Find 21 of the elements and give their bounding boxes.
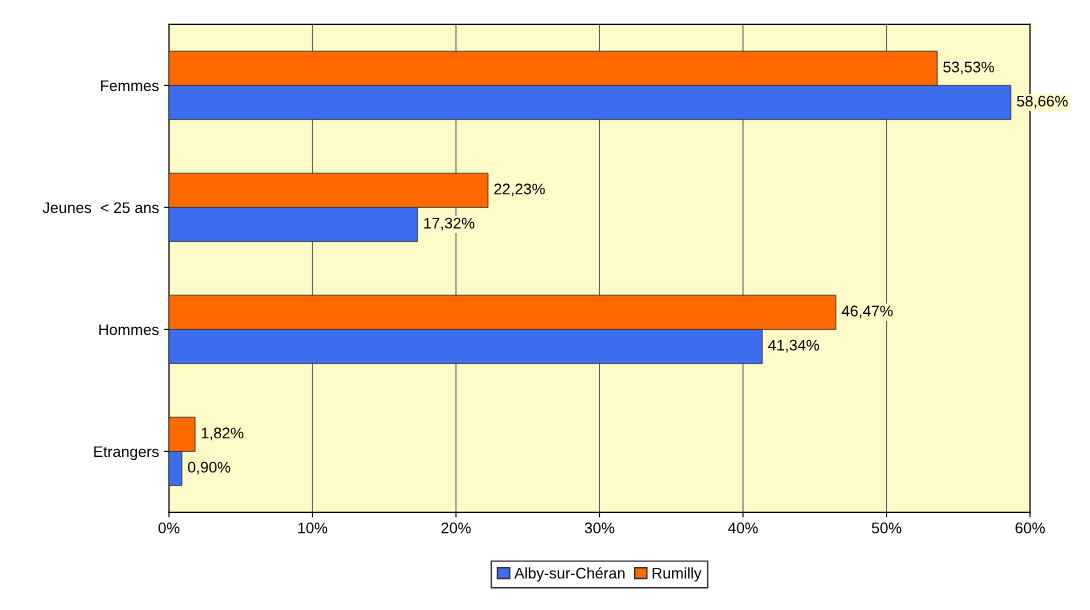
y-tick-label: Hommes bbox=[99, 324, 159, 336]
data-label: 41,34% bbox=[768, 339, 820, 353]
x-tick-label: 40% bbox=[728, 522, 758, 534]
data-label: 53,53% bbox=[943, 61, 995, 75]
legend-label: Rumilly bbox=[652, 567, 702, 582]
x-tick-label: 0% bbox=[158, 522, 180, 534]
data-label: 46,47% bbox=[841, 305, 893, 319]
x-tick-label: 60% bbox=[1015, 522, 1045, 534]
data-label: 17,32% bbox=[424, 217, 475, 231]
x-tick-label: 20% bbox=[441, 522, 471, 534]
data-label: 0,90% bbox=[188, 461, 231, 475]
y-tick-label: Etrangers bbox=[94, 446, 159, 461]
x-tick-label: 10% bbox=[298, 522, 328, 534]
data-label: 1,82% bbox=[201, 427, 244, 441]
data-label: 22,23% bbox=[494, 183, 545, 197]
data-label: 58,66% bbox=[1016, 95, 1068, 109]
x-tick-label: 30% bbox=[584, 522, 615, 534]
y-tick-label: Femmes bbox=[101, 80, 159, 92]
y-tick-label: Jeunes < 25 ans bbox=[42, 202, 159, 214]
x-tick-label: 50% bbox=[871, 522, 902, 534]
legend-label: Alby-sur-Chéran bbox=[514, 567, 625, 582]
